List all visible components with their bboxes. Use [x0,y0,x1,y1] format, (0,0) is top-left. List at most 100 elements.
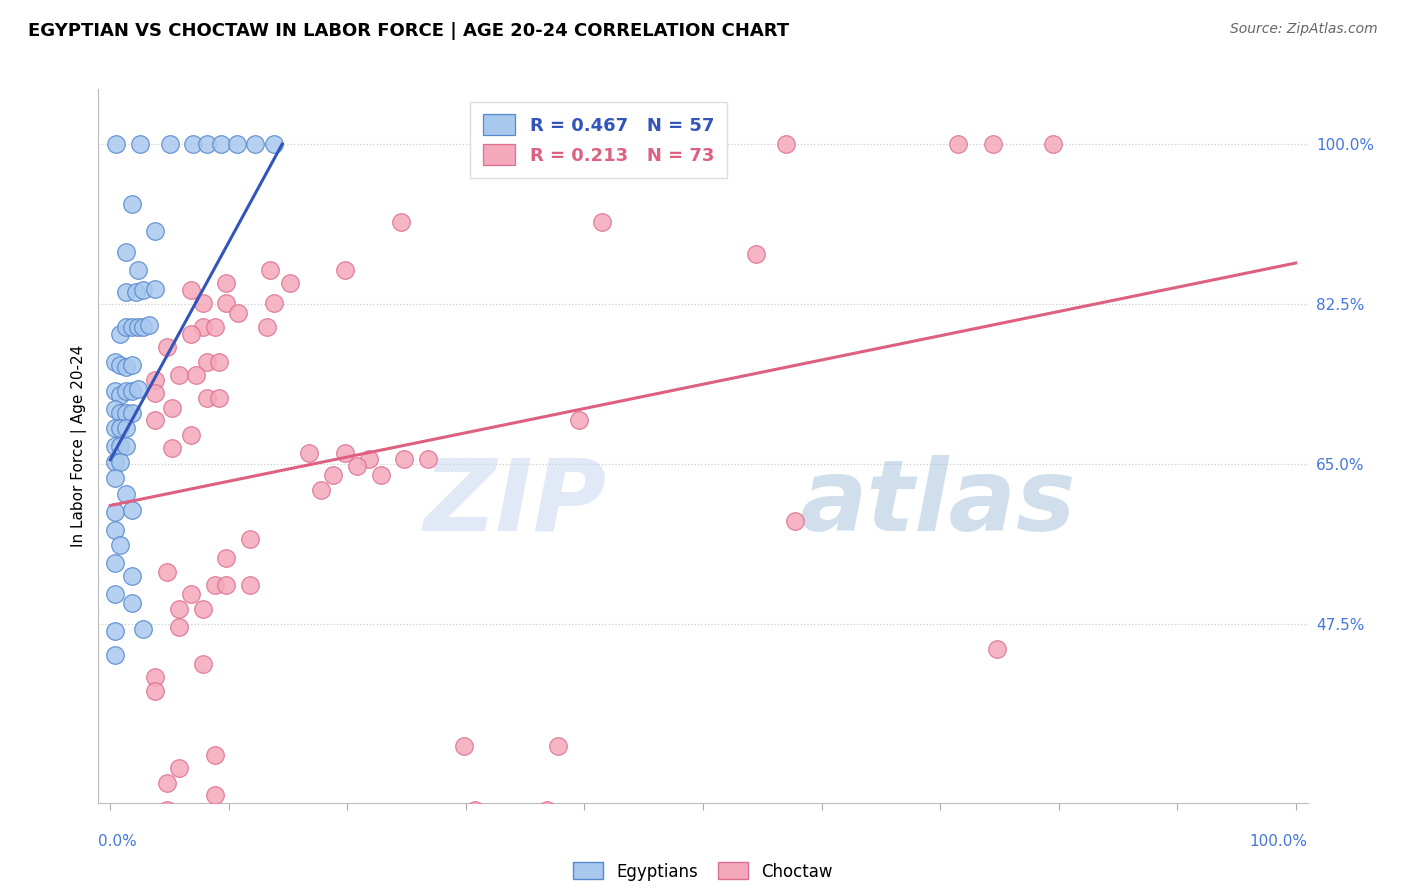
Point [191,296,214,310]
Point [167,620,190,634]
Point [132,284,155,298]
Point [114,285,136,300]
Point [108,538,131,552]
Point [160,401,183,415]
Point [132,320,155,334]
Point [197,137,219,152]
Text: EGYPTIAN VS CHOCTAW IN LABOR FORCE | AGE 20-24 CORRELATION CHART: EGYPTIAN VS CHOCTAW IN LABOR FORCE | AGE… [28,22,789,40]
Point [215,578,238,592]
Point [357,451,380,466]
Text: 0.0%: 0.0% [98,834,138,849]
Point [983,137,1005,152]
Point [121,503,143,517]
Point [114,360,136,375]
Point [143,386,166,401]
Text: atlas: atlas [800,455,1076,551]
Point [104,556,127,570]
Point [547,739,569,753]
Point [381,818,404,832]
Point [127,382,149,396]
Point [389,215,412,229]
Text: Source: ZipAtlas.com: Source: ZipAtlas.com [1230,22,1378,37]
Point [986,642,1008,657]
Point [104,384,127,398]
Point [464,803,486,817]
Point [180,284,202,298]
Point [114,320,136,334]
Point [197,392,219,406]
Point [143,669,166,683]
Point [104,420,127,434]
Point [121,359,143,373]
Point [191,320,214,334]
Point [156,775,179,789]
Point [256,320,278,334]
Point [745,247,768,261]
Point [204,748,226,763]
Point [104,523,127,537]
Point [567,413,589,427]
Legend: Egyptians, Choctaw: Egyptians, Choctaw [567,855,839,888]
Point [215,276,238,290]
Point [143,684,166,698]
Point [104,624,127,638]
Text: 100.0%: 100.0% [1250,834,1308,849]
Point [114,486,136,500]
Point [121,196,143,211]
Point [180,587,202,601]
Point [127,263,149,277]
Point [416,451,439,466]
Point [159,137,181,152]
Point [108,455,131,469]
Point [191,602,214,616]
Point [453,739,475,753]
Point [127,320,149,334]
Point [167,368,190,382]
Point [197,355,219,369]
Point [775,137,797,152]
Point [143,413,166,427]
Point [114,439,136,453]
Point [204,320,226,334]
Point [104,648,127,662]
Point [121,320,143,334]
Point [311,483,333,497]
Point [114,245,136,260]
Point [121,406,143,420]
Point [104,471,127,485]
Point [121,596,143,610]
Point [121,569,143,583]
Point [180,428,202,442]
Point [591,215,613,229]
Point [259,263,281,277]
Point [114,406,136,420]
Point [298,446,321,460]
Point [129,137,152,152]
Point [105,137,128,152]
Point [167,761,190,775]
Point [226,306,249,320]
Point [280,276,302,290]
Point [394,451,416,466]
Point [215,296,238,310]
Point [104,587,127,601]
Point [243,137,266,152]
Point [104,355,127,369]
Point [114,420,136,434]
Point [108,388,131,402]
Point [104,455,127,469]
Point [370,468,392,483]
Point [204,789,226,803]
Point [125,285,148,300]
Point [132,827,155,841]
Point [333,446,356,460]
Point [946,137,969,152]
Point [138,318,160,333]
Point [215,550,238,565]
Point [143,282,166,296]
Point [108,359,131,373]
Point [322,468,344,483]
Point [173,812,195,826]
Point [108,420,131,434]
Point [333,263,356,277]
